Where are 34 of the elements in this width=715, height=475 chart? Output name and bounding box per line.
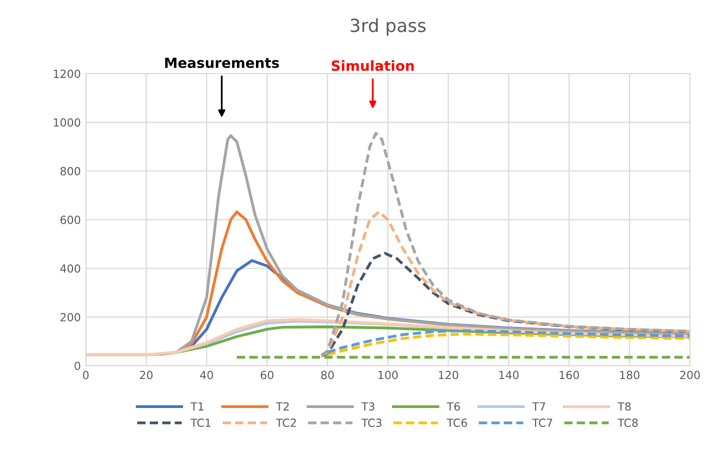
x-tick-label: 120 [438, 370, 458, 380]
y-tick-label: 600 [60, 216, 80, 224]
line-series [320, 210, 690, 357]
y-tick-label: 800 [60, 166, 80, 176]
legend-label: TC2 [276, 418, 296, 427]
legend-label: T8 [618, 402, 631, 411]
x-tick-label: 100 [378, 370, 398, 380]
x-tick-label: 80 [321, 370, 334, 380]
legend-label: TC8 [618, 418, 638, 427]
y-tick-label: 1200 [54, 70, 80, 78]
x-tick-label: 160 [560, 370, 580, 380]
x-tick-label: 60 [260, 370, 274, 380]
legend-label: T6 [446, 402, 460, 411]
legend-label: TC6 [446, 418, 468, 427]
y-tick-label: 0 [74, 362, 80, 370]
x-tick-label: 20 [140, 370, 153, 380]
legend-label: TC3 [361, 418, 382, 427]
text: Simulation [332, 60, 414, 71]
legend-label: T7 [532, 402, 546, 410]
y-tick-label: 1000 [54, 118, 80, 127]
y-tick-label: 400 [60, 264, 80, 273]
y-tick-label: 200 [60, 313, 80, 322]
legend-label: TC1 [190, 418, 210, 427]
legend-label: T2 [276, 402, 289, 410]
legend-label: T3 [361, 402, 374, 411]
x-tick-label: 0 [83, 370, 89, 380]
x-tick-label: 180 [620, 370, 640, 380]
x-tick-label: 40 [200, 370, 213, 380]
legend-label: TC7 [532, 418, 552, 427]
x-tick-label: 200 [680, 370, 700, 380]
x-tick-label: 140 [499, 370, 519, 380]
text: Measurements [165, 58, 279, 68]
chart-title: 3rd pass [350, 18, 426, 36]
legend-label: T1 [190, 402, 204, 410]
